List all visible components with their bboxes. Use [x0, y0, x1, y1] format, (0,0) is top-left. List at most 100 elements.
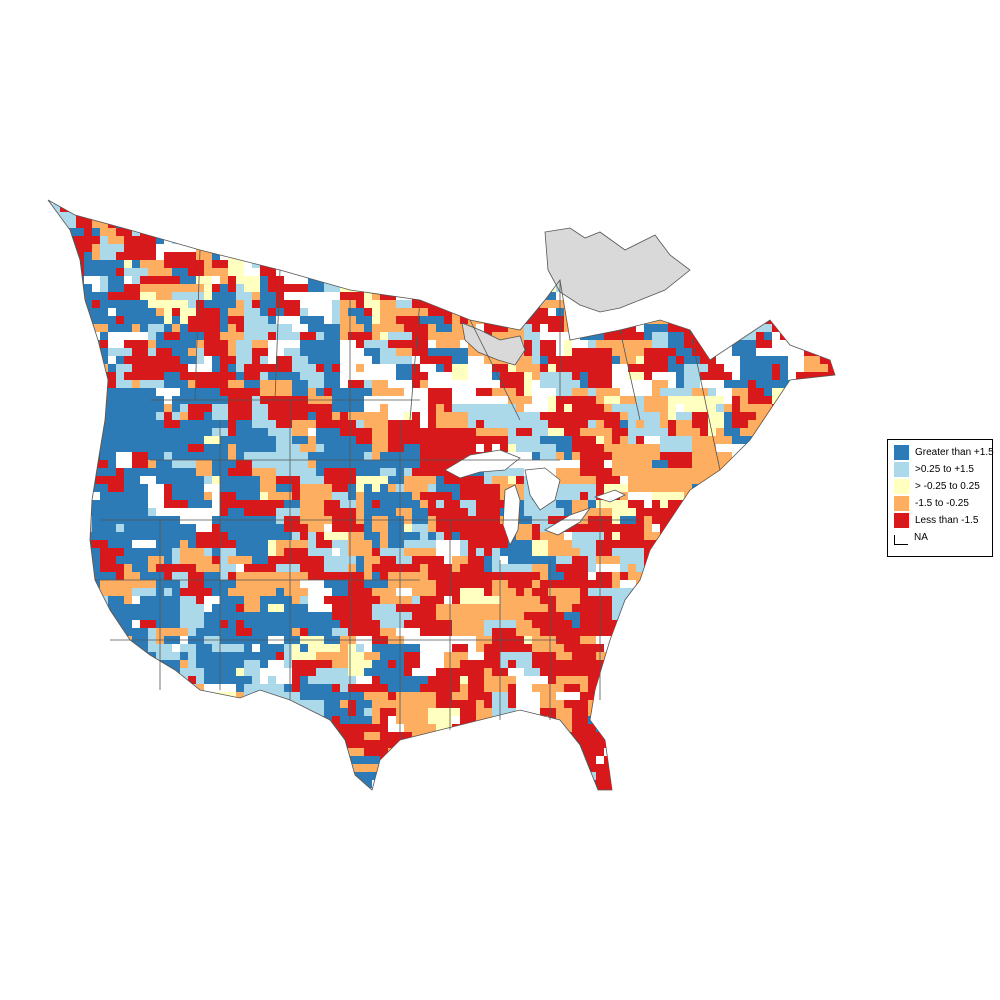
- trend-cell: [180, 596, 188, 604]
- trend-cell: [492, 436, 500, 444]
- trend-cell: [100, 292, 108, 300]
- trend-cell: [796, 484, 804, 492]
- trend-cell: [524, 220, 532, 228]
- trend-cell: [772, 628, 780, 636]
- trend-cell: [740, 476, 748, 484]
- trend-cell: [556, 540, 564, 548]
- trend-cell: [684, 228, 692, 236]
- trend-cell: [788, 252, 796, 260]
- trend-cell: [236, 452, 244, 460]
- trend-cell: [76, 524, 84, 532]
- trend-cell: [532, 300, 540, 308]
- trend-cell: [132, 268, 140, 276]
- trend-cell: [476, 556, 484, 564]
- trend-cell: [420, 556, 428, 564]
- trend-cell: [108, 324, 116, 332]
- trend-cell: [324, 436, 332, 444]
- trend-cell: [812, 548, 820, 556]
- trend-cell: [700, 476, 708, 484]
- trend-cell: [684, 372, 692, 380]
- trend-cell: [164, 476, 172, 484]
- trend-cell: [148, 564, 156, 572]
- trend-cell: [444, 508, 452, 516]
- trend-cell: [636, 436, 644, 444]
- trend-cell: [84, 244, 92, 252]
- trend-cell: [68, 628, 76, 636]
- trend-cell: [540, 364, 548, 372]
- trend-cell: [348, 292, 356, 300]
- trend-cell: [572, 452, 580, 460]
- trend-cell: [164, 268, 172, 276]
- trend-cell: [60, 436, 68, 444]
- trend-cell: [284, 388, 292, 396]
- trend-cell: [116, 244, 124, 252]
- trend-cell: [68, 452, 76, 460]
- trend-cell: [52, 212, 60, 220]
- trend-cell: [236, 628, 244, 636]
- trend-cell: [652, 508, 660, 516]
- trend-cell: [604, 428, 612, 436]
- trend-cell: [740, 564, 748, 572]
- trend-cell: [764, 308, 772, 316]
- trend-cell: [820, 564, 828, 572]
- trend-cell: [100, 580, 108, 588]
- trend-cell: [812, 452, 820, 460]
- trend-cell: [684, 332, 692, 340]
- trend-cell: [812, 260, 820, 268]
- trend-cell: [604, 604, 612, 612]
- trend-cell: [140, 284, 148, 292]
- trend-cell: [172, 476, 180, 484]
- trend-cell: [260, 236, 268, 244]
- trend-cell: [164, 356, 172, 364]
- trend-cell: [164, 564, 172, 572]
- trend-cell: [756, 444, 764, 452]
- trend-cell: [332, 588, 340, 596]
- trend-cell: [780, 200, 788, 204]
- trend-cell: [740, 548, 748, 556]
- trend-cell: [316, 356, 324, 364]
- trend-cell: [340, 404, 348, 412]
- trend-cell: [204, 212, 212, 220]
- trend-cell: [548, 372, 556, 380]
- trend-cell: [300, 204, 308, 212]
- trend-cell: [212, 260, 220, 268]
- trend-cell: [212, 228, 220, 236]
- trend-cell: [356, 556, 364, 564]
- trend-cell: [140, 564, 148, 572]
- trend-cell: [348, 276, 356, 284]
- trend-cell: [716, 396, 724, 404]
- trend-cell: [132, 348, 140, 356]
- trend-cell: [628, 508, 636, 516]
- trend-cell: [772, 420, 780, 428]
- trend-cell: [340, 204, 348, 212]
- trend-cell: [60, 620, 68, 628]
- trend-cell: [564, 580, 572, 588]
- trend-cell: [76, 388, 84, 396]
- trend-cell: [788, 260, 796, 268]
- trend-cell: [84, 612, 92, 620]
- trend-cell: [292, 524, 300, 532]
- trend-cell: [508, 316, 516, 324]
- trend-cell: [596, 380, 604, 388]
- trend-cell: [132, 412, 140, 420]
- trend-cell: [484, 604, 492, 612]
- trend-cell: [564, 588, 572, 596]
- trend-cell: [436, 404, 444, 412]
- trend-cell: [580, 500, 588, 508]
- trend-cell: [308, 540, 316, 548]
- trend-cell: [196, 212, 204, 220]
- trend-cell: [508, 380, 516, 388]
- trend-cell: [564, 604, 572, 612]
- trend-cell: [692, 340, 700, 348]
- trend-cell: [764, 388, 772, 396]
- trend-cell: [324, 540, 332, 548]
- trend-cell: [420, 620, 428, 628]
- trend-cell: [820, 508, 828, 516]
- trend-cell: [580, 316, 588, 324]
- trend-cell: [708, 228, 716, 236]
- trend-cell: [404, 200, 412, 204]
- trend-cell: [700, 292, 708, 300]
- trend-cell: [556, 532, 564, 540]
- trend-cell: [252, 428, 260, 436]
- trend-cell: [780, 380, 788, 388]
